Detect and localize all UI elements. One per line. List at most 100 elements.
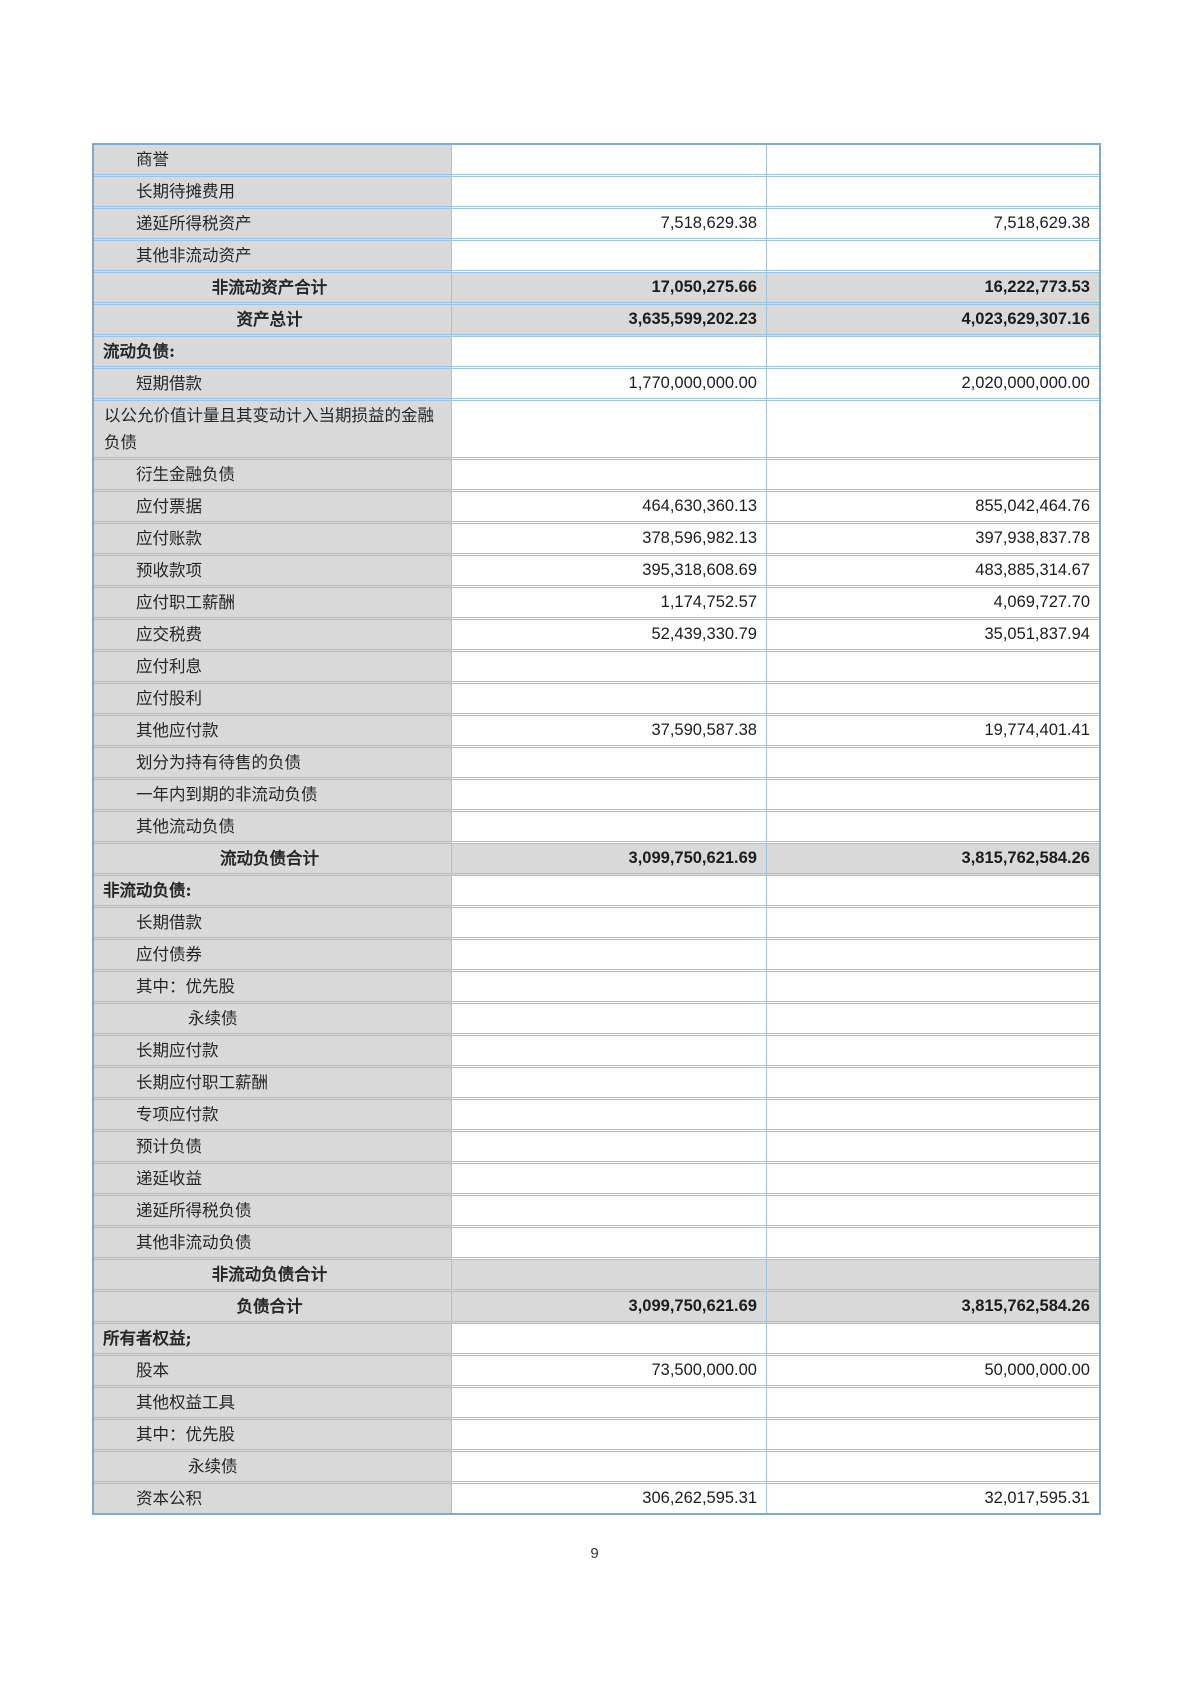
account-label: 划分为持有待售的负债 <box>94 748 452 780</box>
table-row: 长期应付职工薪酬 <box>94 1068 1099 1100</box>
table-row: 负债合计 3,099,750,621.69 3,815,762,584.26 <box>94 1292 1099 1324</box>
value-prior-period: 32,017,595.31 <box>767 1484 1099 1513</box>
value-prior-period: 3,815,762,584.26 <box>767 844 1099 876</box>
value-prior-period: 16,222,773.53 <box>767 273 1099 305</box>
table-row: 应付股利 <box>94 684 1099 716</box>
value-prior-period <box>767 1228 1099 1260</box>
account-label: 应付利息 <box>94 652 452 684</box>
value-current-period <box>452 876 767 908</box>
table-row: 应付利息 <box>94 652 1099 684</box>
value-current-period <box>452 1196 767 1228</box>
account-label: 股本 <box>94 1356 452 1388</box>
account-label: 专项应付款 <box>94 1100 452 1132</box>
value-current-period: 17,050,275.66 <box>452 273 767 305</box>
table-row: 专项应付款 <box>94 1100 1099 1132</box>
value-prior-period <box>767 1164 1099 1196</box>
value-prior-period <box>767 401 1099 460</box>
value-current-period <box>452 1452 767 1484</box>
value-prior-period: 3,815,762,584.26 <box>767 1292 1099 1324</box>
table-row: 递延所得税资产 7,518,629.38 7,518,629.38 <box>94 209 1099 241</box>
table-row: 短期借款 1,770,000,000.00 2,020,000,000.00 <box>94 369 1099 401</box>
value-prior-period <box>767 1260 1099 1292</box>
value-prior-period <box>767 1420 1099 1452</box>
table-row: 永续债 <box>94 1004 1099 1036</box>
account-label: 递延所得税资产 <box>94 209 452 241</box>
value-current-period: 1,770,000,000.00 <box>452 369 767 401</box>
account-label: 应付股利 <box>94 684 452 716</box>
account-label: 长期借款 <box>94 908 452 940</box>
value-current-period <box>452 460 767 492</box>
account-label: 衍生金融负债 <box>94 460 452 492</box>
account-label: 其他非流动负债 <box>94 1228 452 1260</box>
value-prior-period <box>767 812 1099 844</box>
table-row: 划分为持有待售的负债 <box>94 748 1099 780</box>
account-label: 资本公积 <box>94 1484 452 1513</box>
value-current-period <box>452 401 767 460</box>
table-body: 商誉 长期待摊费用 递延所得税资产 7,518,629.38 7,518,629… <box>94 145 1099 1513</box>
page-number: 9 <box>590 1545 599 1562</box>
table-row: 应付票据 464,630,360.13 855,042,464.76 <box>94 492 1099 524</box>
table-row: 应付债券 <box>94 940 1099 972</box>
value-current-period <box>452 652 767 684</box>
account-label: 长期应付款 <box>94 1036 452 1068</box>
value-current-period <box>452 812 767 844</box>
value-current-period <box>452 1004 767 1036</box>
account-label: 所有者权益; <box>94 1324 452 1356</box>
table-row: 其中：优先股 <box>94 972 1099 1004</box>
value-prior-period <box>767 908 1099 940</box>
value-prior-period: 50,000,000.00 <box>767 1356 1099 1388</box>
value-current-period: 73,500,000.00 <box>452 1356 767 1388</box>
value-prior-period: 397,938,837.78 <box>767 524 1099 556</box>
account-label: 应付债券 <box>94 940 452 972</box>
account-label: 非流动负债合计 <box>94 1260 452 1292</box>
value-current-period <box>452 1260 767 1292</box>
value-prior-period <box>767 1132 1099 1164</box>
account-label: 应交税费 <box>94 620 452 652</box>
value-current-period: 464,630,360.13 <box>452 492 767 524</box>
value-current-period <box>452 1100 767 1132</box>
value-prior-period <box>767 1324 1099 1356</box>
value-current-period <box>452 972 767 1004</box>
value-current-period <box>452 1164 767 1196</box>
table-row: 非流动资产合计 17,050,275.66 16,222,773.53 <box>94 273 1099 305</box>
value-prior-period <box>767 241 1099 273</box>
value-current-period <box>452 780 767 812</box>
value-current-period <box>452 241 767 273</box>
account-label: 递延收益 <box>94 1164 452 1196</box>
value-prior-period <box>767 940 1099 972</box>
account-label: 永续债 <box>94 1004 452 1036</box>
value-current-period: 306,262,595.31 <box>452 1484 767 1513</box>
table-row: 其他非流动负债 <box>94 1228 1099 1260</box>
account-label: 商誉 <box>94 145 452 177</box>
value-current-period <box>452 1420 767 1452</box>
value-prior-period: 483,885,314.67 <box>767 556 1099 588</box>
table-row: 长期应付款 <box>94 1036 1099 1068</box>
value-current-period <box>452 145 767 177</box>
table-row: 递延收益 <box>94 1164 1099 1196</box>
value-prior-period: 4,069,727.70 <box>767 588 1099 620</box>
account-label: 流动负债合计 <box>94 844 452 876</box>
value-current-period <box>452 1132 767 1164</box>
value-prior-period <box>767 652 1099 684</box>
table-row: 应交税费 52,439,330.79 35,051,837.94 <box>94 620 1099 652</box>
account-label: 应付账款 <box>94 524 452 556</box>
account-label: 预收款项 <box>94 556 452 588</box>
table-row: 其他流动负债 <box>94 812 1099 844</box>
account-label: 递延所得税负债 <box>94 1196 452 1228</box>
account-label: 其他非流动资产 <box>94 241 452 273</box>
value-current-period: 52,439,330.79 <box>452 620 767 652</box>
table-row: 流动负债合计 3,099,750,621.69 3,815,762,584.26 <box>94 844 1099 876</box>
value-current-period: 3,099,750,621.69 <box>452 844 767 876</box>
account-label: 一年内到期的非流动负债 <box>94 780 452 812</box>
value-current-period <box>452 177 767 209</box>
account-label: 资产总计 <box>94 305 452 337</box>
value-prior-period <box>767 1388 1099 1420</box>
value-prior-period: 4,023,629,307.16 <box>767 305 1099 337</box>
balance-sheet-table: 商誉 长期待摊费用 递延所得税资产 7,518,629.38 7,518,629… <box>92 143 1101 1515</box>
table-row: 资产总计 3,635,599,202.23 4,023,629,307.16 <box>94 305 1099 337</box>
value-prior-period: 855,042,464.76 <box>767 492 1099 524</box>
value-current-period <box>452 940 767 972</box>
table-row: 预计负债 <box>94 1132 1099 1164</box>
account-label: 流动负债: <box>94 337 452 369</box>
